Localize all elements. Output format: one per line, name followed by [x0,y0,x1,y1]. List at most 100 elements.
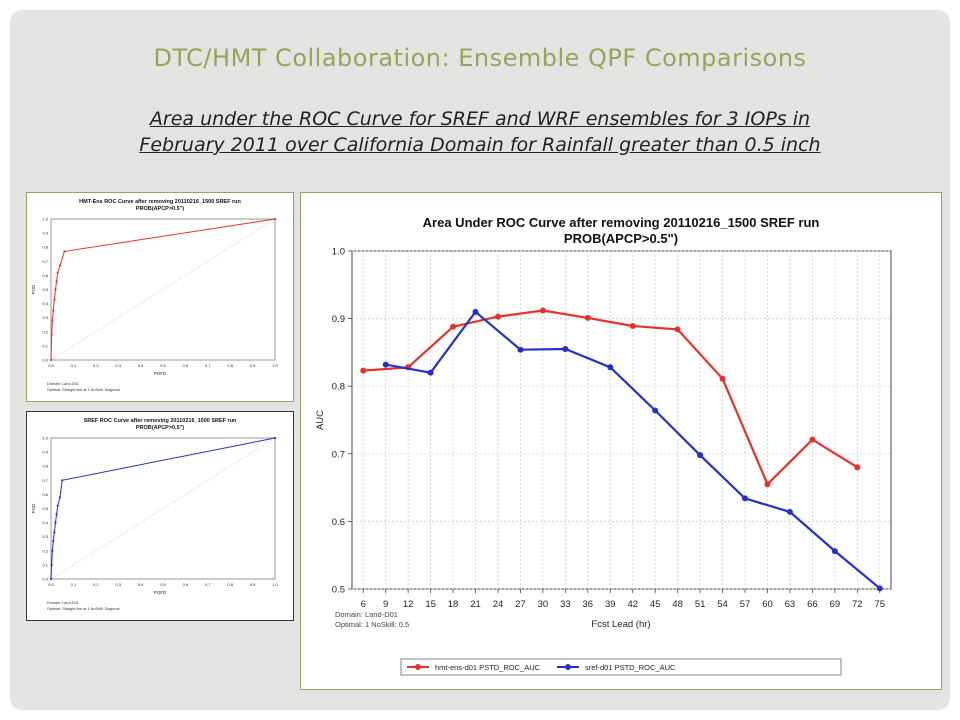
auc-x-tick-label: 54 [717,599,728,610]
auc-chart: Area Under ROC Curve after removing 2011… [315,215,892,676]
auc-y-tick-label: 0.8 [332,382,345,393]
hmt-roc-plot-frame [50,218,276,361]
sref-roc-roc-point [49,577,53,581]
sref-roc-plot-frame [50,437,276,580]
hmt-roc-x-tick-label: 0.2 [93,363,99,368]
auc-legend-label: hmt-ens-d01 PSTD_ROC_AUC [435,663,541,672]
hmt-roc-x-axis-label: POFD [154,371,167,376]
sref-roc-footnote: Domain: Land-D01 [47,601,79,605]
sref-roc-chart-title: SREF ROC Curve after removing 20110216_1… [84,418,237,424]
sref-roc-roc-point [58,496,62,499]
auc-series-point-2 [876,585,883,592]
sref-roc-footnote: Optimal: Straight line at 1 NoSkill: Dia… [47,607,120,611]
sref-roc-y-tick-label: 0.7 [42,478,48,483]
sref-roc-x-tick-label: 0.1 [71,582,77,587]
hmt-roc-chart-title: HMT-Ens ROC Curve after removing 2011021… [79,199,241,205]
sref-roc-y-tick-label: 0.9 [42,450,48,455]
auc-y-axis-label: AUC [315,410,326,430]
sref-roc-noskill-diagonal [50,437,276,580]
hmt-roc-chart: HMT-Ens ROC Curve after removing 2011021… [31,199,279,392]
sref-roc-x-tick-label: 0.2 [93,582,99,587]
sref-roc-y-tick-label: 0.5 [42,506,48,511]
auc-chart-panel: Area Under ROC Curve after removing 2011… [300,192,942,690]
auc-series-point-2 [786,508,793,515]
hmt-roc-x-tick-label: 0.7 [205,363,211,368]
hmt-roc-roc-line [50,218,276,361]
auc-x-tick-label: 6 [361,599,366,610]
auc-series-point-2 [652,407,659,414]
sref-roc-roc-point [53,531,56,534]
auc-x-tick-label: 9 [383,599,388,610]
slide-title: DTC/HMT Collaboration: Ensemble QPF Comp… [153,44,807,72]
sref-roc-y-tick-label: 0.0 [42,577,48,582]
slide-subtitle: Area under the ROC Curve for SREF and WR… [10,106,950,158]
auc-x-tick-label: 39 [605,599,616,610]
auc-legend-swatch-point [415,664,421,670]
hmt-roc-x-tick-label: 0.1 [71,363,77,368]
sref-roc-roc-point [56,504,59,507]
sref-roc-y-tick-label: 1.0 [42,436,48,441]
auc-footnote: Optimal: 1 NoSkill: 0.5 [335,620,409,629]
sref-roc-x-tick-label: 0.9 [250,582,256,587]
auc-x-tick-label: 51 [695,599,706,610]
hmt-roc-y-tick-label: 0.3 [42,315,48,320]
auc-x-tick-label: 69 [830,599,841,610]
hmt-roc-noskill-diagonal [50,218,276,361]
slide-subtitle-line-2: February 2011 over California Domain for… [139,134,821,156]
hmt-roc-roc-point [273,217,277,221]
auc-series-point-2 [697,452,704,459]
hmt-roc-x-tick-label: 0.3 [115,363,121,368]
hmt-roc-y-tick-label: 0.1 [42,343,48,348]
auc-series-point-1 [629,323,636,330]
auc-series-point-1 [450,323,457,330]
auc-series-point-2 [831,548,838,555]
hmt-roc-y-tick-label: 0.2 [42,329,48,334]
auc-series-point-2 [382,361,389,368]
auc-series-point-1 [584,314,591,321]
slide-subtitle-line-1: Area under the ROC Curve for SREF and WR… [149,108,811,130]
auc-series-point-2 [562,346,569,353]
hmt-roc-x-tick-label: 0.5 [160,363,166,368]
auc-x-tick-label: 66 [807,599,818,610]
sref-roc-roc-point [52,539,55,543]
auc-series-point-1 [539,307,546,314]
sref-roc-x-tick-label: 0.3 [115,582,121,587]
sref-roc-roc-point [50,563,53,566]
auc-y-tick-label: 0.6 [332,517,345,528]
hmt-roc-roc-point [63,250,66,253]
hmt-roc-footnote: Optimal: Straight line at 1 NoSkill: Dia… [47,388,120,392]
auc-x-tick-label: 24 [493,599,504,610]
hmt-roc-roc-point [55,279,58,283]
auc-series-point-1 [674,326,681,333]
auc-x-axis-label: Fcst Lead (hr) [591,619,650,630]
auc-series-point-2 [607,364,614,371]
sref-roc-x-tick-label: 1.0 [272,582,278,587]
hmt-roc-roc-point [50,333,53,336]
auc-x-tick-label: 21 [470,599,481,610]
hmt-roc-chart-subtitle: PROB(APCP>0.5") [136,206,184,212]
hmt-roc-x-tick-label: 0.8 [227,363,233,368]
auc-x-tick-label: 75 [874,599,885,610]
hmt-roc-x-tick-label: 0.4 [138,363,144,368]
auc-plot-frame [351,250,892,590]
hmt-roc-y-tick-label: 1.0 [42,217,48,222]
hmt-roc-footnote: Domain: Land-D01 [47,382,79,386]
sref-roc-x-tick-label: 0.6 [183,582,189,587]
sref-roc-roc-point [51,549,54,552]
auc-x-tick-label: 48 [672,599,683,610]
hmt-roc-roc-point [51,319,54,322]
auc-x-tick-label: 72 [852,599,863,610]
auc-series-line-1 [363,309,858,487]
hmt-roc-x-tick-label: 1.0 [272,363,278,368]
auc-y-tick-label: 0.9 [332,314,345,325]
sref-roc-x-tick-label: 0.5 [160,582,166,587]
auc-series-point-1 [360,367,367,374]
hmt-roc-y-tick-label: 0.6 [42,273,48,278]
hmt-roc-roc-point [54,288,57,291]
auc-series-point-1 [719,375,726,382]
sref-roc-roc-point [273,436,277,440]
auc-x-tick-label: 57 [740,599,751,610]
sref-roc-roc-line [50,437,276,580]
auc-series-point-2 [517,346,524,353]
auc-y-tick-label: 0.7 [332,449,345,460]
